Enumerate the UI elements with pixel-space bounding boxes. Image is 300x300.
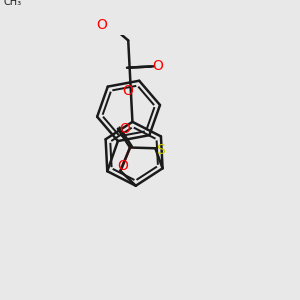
Text: CH₃: CH₃ bbox=[4, 0, 22, 7]
Text: O: O bbox=[122, 84, 133, 98]
Text: O: O bbox=[117, 159, 128, 173]
Text: S: S bbox=[157, 143, 165, 157]
Text: O: O bbox=[119, 122, 130, 136]
Text: O: O bbox=[96, 18, 107, 32]
Text: O: O bbox=[153, 59, 164, 73]
